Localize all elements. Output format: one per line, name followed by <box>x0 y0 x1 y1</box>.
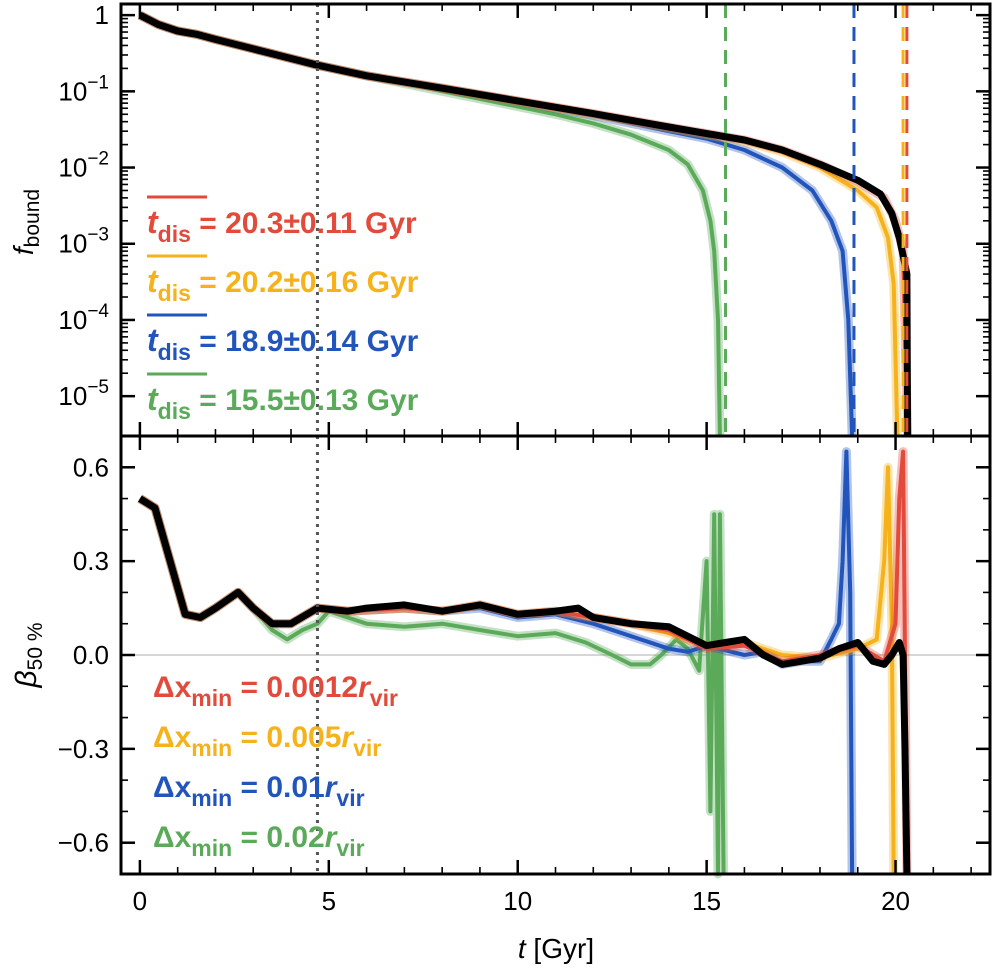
top-y-tick-label: 10−3 <box>58 225 109 259</box>
x-tick-label: 15 <box>692 886 721 916</box>
top-legend-entry: tdis = 15.5±0.13 Gyr <box>147 381 419 424</box>
bottom-legend: Δxmin = 0.0012rvir Δxmin = 0.005rvir Δxmin… <box>153 671 398 861</box>
top-legend-entry: tdis = 20.2±0.16 Gyr <box>147 263 419 306</box>
bottom-y-tick-label: 0.0 <box>73 640 109 670</box>
bottom-series-band-x-min-0-01-r-vir <box>137 447 857 875</box>
bottom-legend-entry: Δxmin = 0.005rvir <box>153 721 381 761</box>
bottom-y-tick-label: −0.6 <box>58 828 109 858</box>
top-y-tick-label: 10−2 <box>58 149 109 183</box>
bottom-legend-entry: Δxmin = 0.01rvir <box>153 771 365 811</box>
x-tick-label: 20 <box>881 886 910 916</box>
bottom-y-tick-label: 0.6 <box>73 452 109 482</box>
top-y-tick-label: 10−1 <box>58 72 109 106</box>
top-ylabel: fbound <box>8 189 44 255</box>
top-y-tick-label: 10−5 <box>58 377 109 411</box>
top-legend-entry: tdis = 20.3±0.11 Gyr <box>147 204 417 247</box>
top-y-tick-label: 1 <box>95 0 109 30</box>
top-legend: tdis = 20.3±0.11 Gyr tdis = 20.2±0.16 Gyr… <box>147 195 419 424</box>
bottom-series-group <box>137 447 912 879</box>
bottom-y-tick-label: −0.3 <box>58 734 109 764</box>
bottom-plot-frame <box>119 434 992 876</box>
top-series-reference <box>138 11 912 437</box>
bottom-panel: 0.6 0.3 0.0 −0.3 −0.6 0 5 10 15 20 Δxmin = 0.0012… <box>10 434 992 964</box>
top-ticks: 1 10−1 10−2 10−3 10−4 10−5 <box>58 0 990 436</box>
top-y-tick-label: 10−4 <box>58 301 109 335</box>
top-legend-entry: tdis = 18.9±0.14 Gyr <box>147 322 419 365</box>
bottom-legend-entry: Δxmin = 0.0012rvir <box>153 671 398 711</box>
top-dis-lines <box>724 4 909 436</box>
x-axis-label: t [Gyr] <box>518 933 594 964</box>
top-panel: 1 10−1 10−2 10−3 10−4 10−5 tdis = 20.3±0.11 G… <box>8 0 992 438</box>
top-series-group <box>137 11 913 437</box>
bottom-legend-entry: Δxmin = 0.02rvir <box>153 821 365 861</box>
x-tick-label: 5 <box>322 886 336 916</box>
bottom-series-x-min-0-01-r-vir <box>138 449 855 875</box>
bottom-y-tick-label: 0.3 <box>73 546 109 576</box>
x-tick-label: 0 <box>133 886 147 916</box>
x-tick-label: 10 <box>503 886 532 916</box>
bottom-ylabel: β50 % <box>10 622 47 688</box>
bottom-series-reference <box>138 495 911 875</box>
